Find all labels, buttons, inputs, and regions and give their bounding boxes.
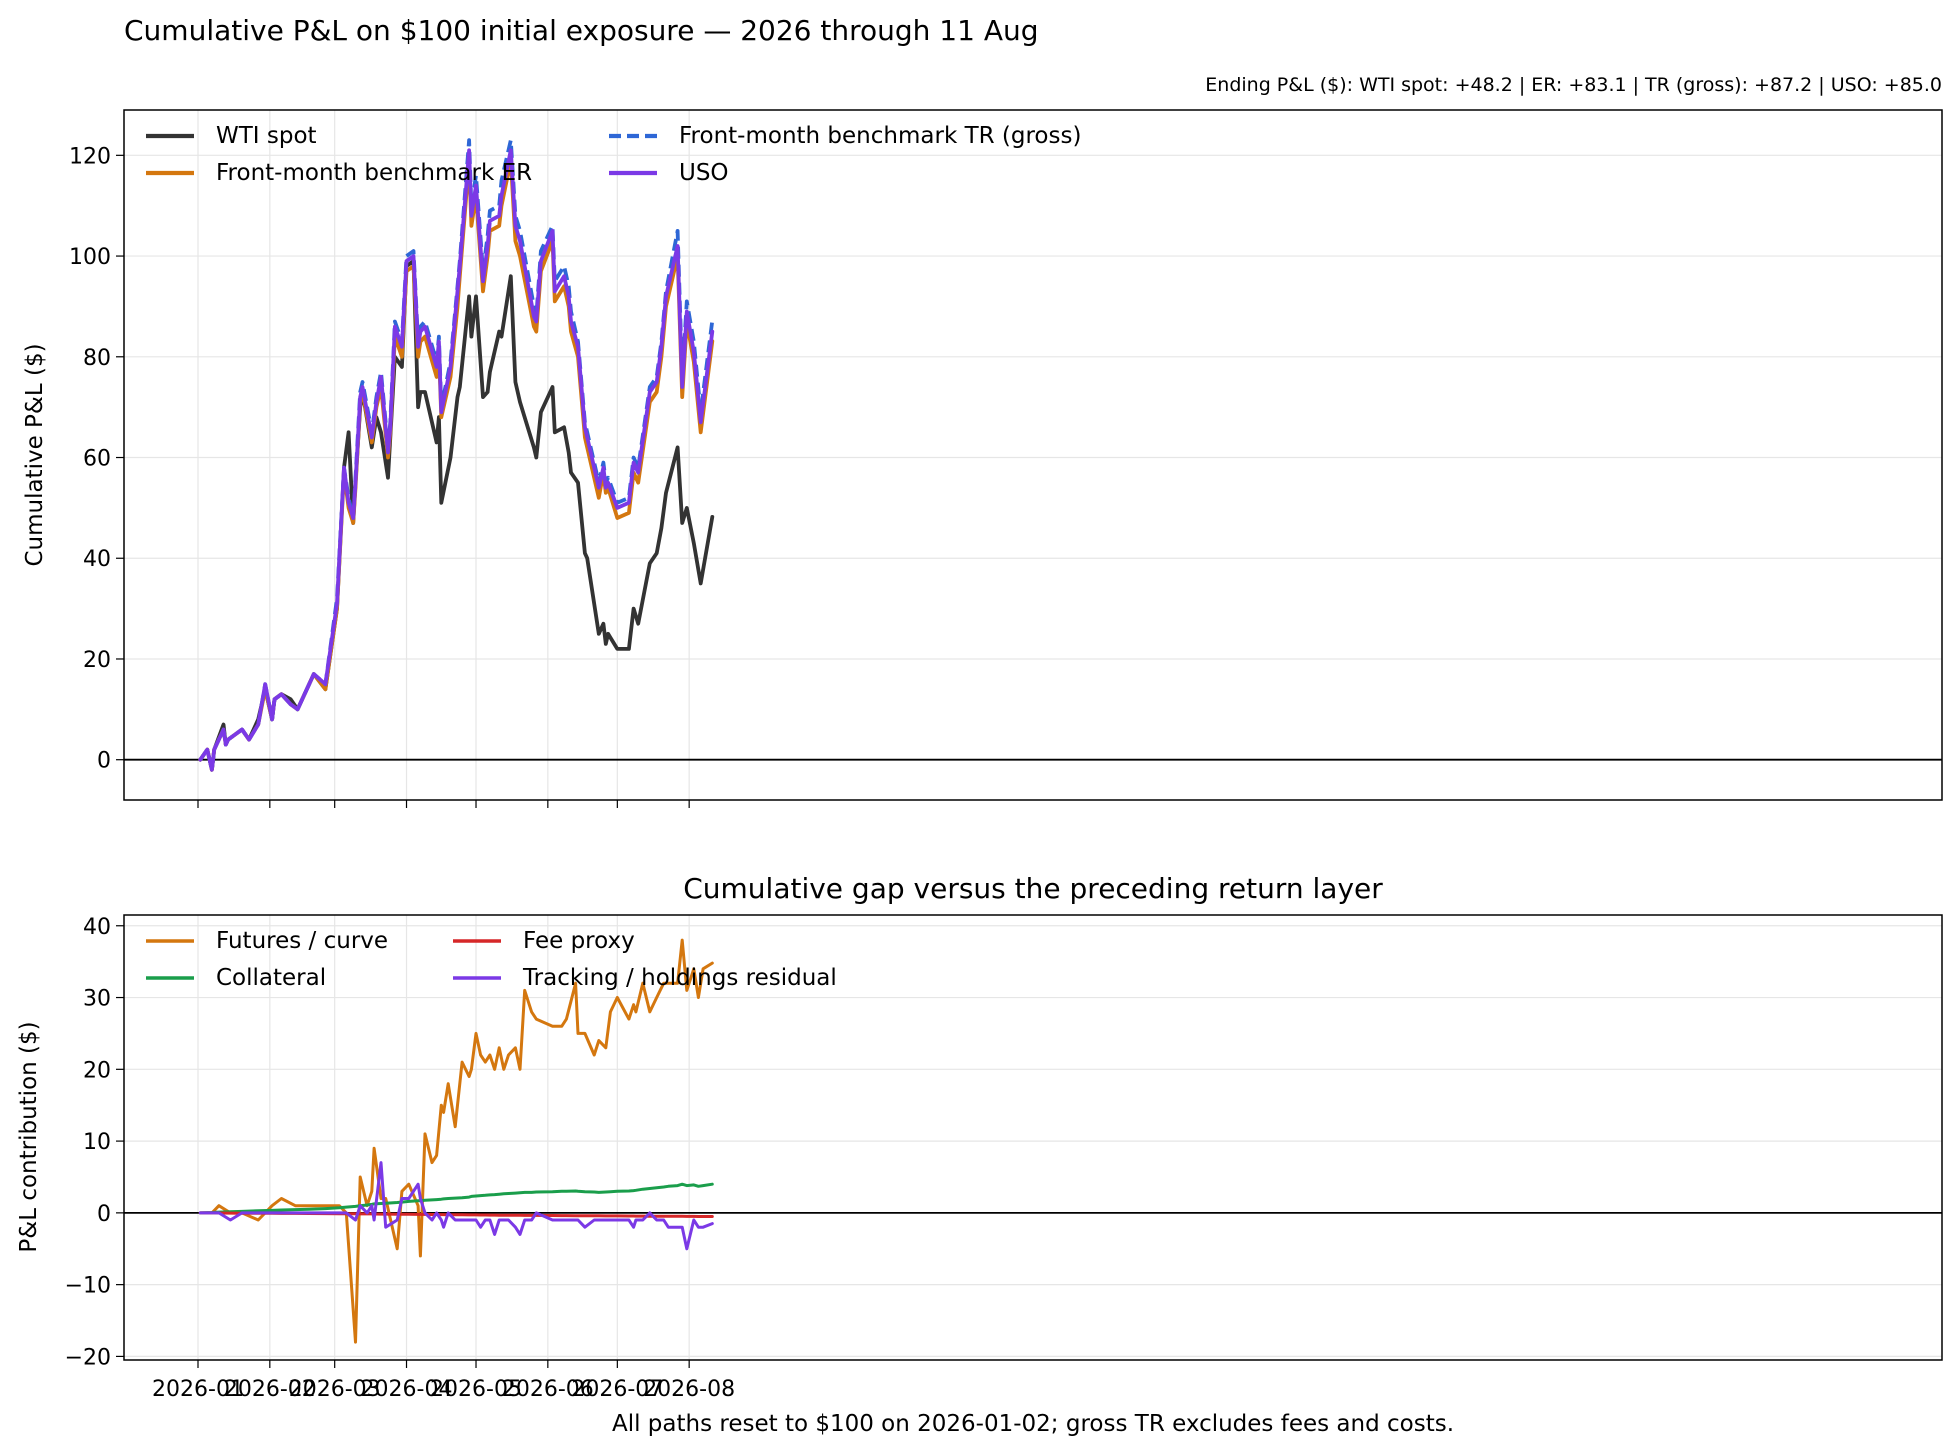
top-legend: WTI spot Front-month benchmark ER Front-mo… [146, 123, 1081, 186]
y-tick-label: 100 [69, 245, 111, 270]
legend-label: Fee proxy [523, 928, 635, 954]
x-tick-label: 2026-02 [224, 1377, 316, 1402]
x-tick-label: 2026-07 [571, 1377, 663, 1402]
y-tick-label: 30 [83, 987, 111, 1012]
x-tick-label: 2026-03 [289, 1377, 381, 1402]
footer-note: All paths reset to $100 on 2026-01-02; g… [612, 1411, 1454, 1437]
x-tick-label: 2026-01 [152, 1377, 244, 1402]
bottom-plot-area [124, 915, 1942, 1360]
y-tick-label: 40 [83, 547, 111, 572]
top-y-axis-label: Cumulative P&L ($) [22, 343, 48, 566]
y-tick-label: −20 [65, 1345, 111, 1370]
series-line-wti-spot [198, 259, 715, 772]
ending-pnl-summary: Ending P&L ($): WTI spot: +48.2 | ER: +8… [1205, 74, 1942, 96]
legend-label: WTI spot [216, 123, 317, 149]
x-tick-label: 2026-04 [361, 1377, 453, 1402]
y-tick-label: 20 [83, 648, 111, 673]
series-line-tracking-holdings-residual [198, 1161, 714, 1251]
y-tick-label: 80 [83, 346, 111, 371]
y-tick-label: 120 [69, 144, 111, 169]
bottom-legend: Futures / curve Collateral Fee proxy Tracki… [146, 928, 837, 991]
y-tick-label: 20 [83, 1058, 111, 1083]
bottom-chart: Cumulative gap versus the preceding retu… [16, 872, 1943, 1402]
legend-label: Collateral [216, 965, 326, 991]
figure-title: Cumulative P&L on $100 initial exposure … [124, 14, 1039, 47]
y-tick-label: 0 [97, 1202, 111, 1227]
legend-label: Tracking / holdings residual [522, 965, 837, 991]
legend-label: Front-month benchmark TR (gross) [679, 123, 1081, 149]
series-line-collateral [198, 1182, 714, 1215]
series-line-futures-curve [198, 938, 714, 1344]
y-tick-label: −10 [65, 1274, 111, 1299]
x-tick-label: 2026-05 [430, 1377, 522, 1402]
top-chart: 0 20 40 60 80 100 120 Cumulative P&L ($) WTI s… [22, 109, 1943, 808]
bottom-chart-title: Cumulative gap versus the preceding retu… [683, 872, 1383, 905]
bottom-y-axis-label: P&L contribution ($) [16, 1021, 42, 1252]
y-tick-label: 10 [83, 1130, 111, 1155]
series-line-uso [198, 148, 715, 772]
y-tick-label: 0 [97, 749, 111, 774]
y-tick-label: 60 [83, 447, 111, 472]
x-tick-label: 2026-06 [502, 1377, 594, 1402]
x-tick-label: 2026-08 [643, 1377, 735, 1402]
y-tick-label: 40 [83, 915, 111, 940]
legend-label: USO [679, 160, 729, 186]
legend-label: Futures / curve [216, 928, 388, 954]
legend-label: Front-month benchmark ER [216, 160, 532, 186]
top-plot-area [124, 110, 1942, 800]
